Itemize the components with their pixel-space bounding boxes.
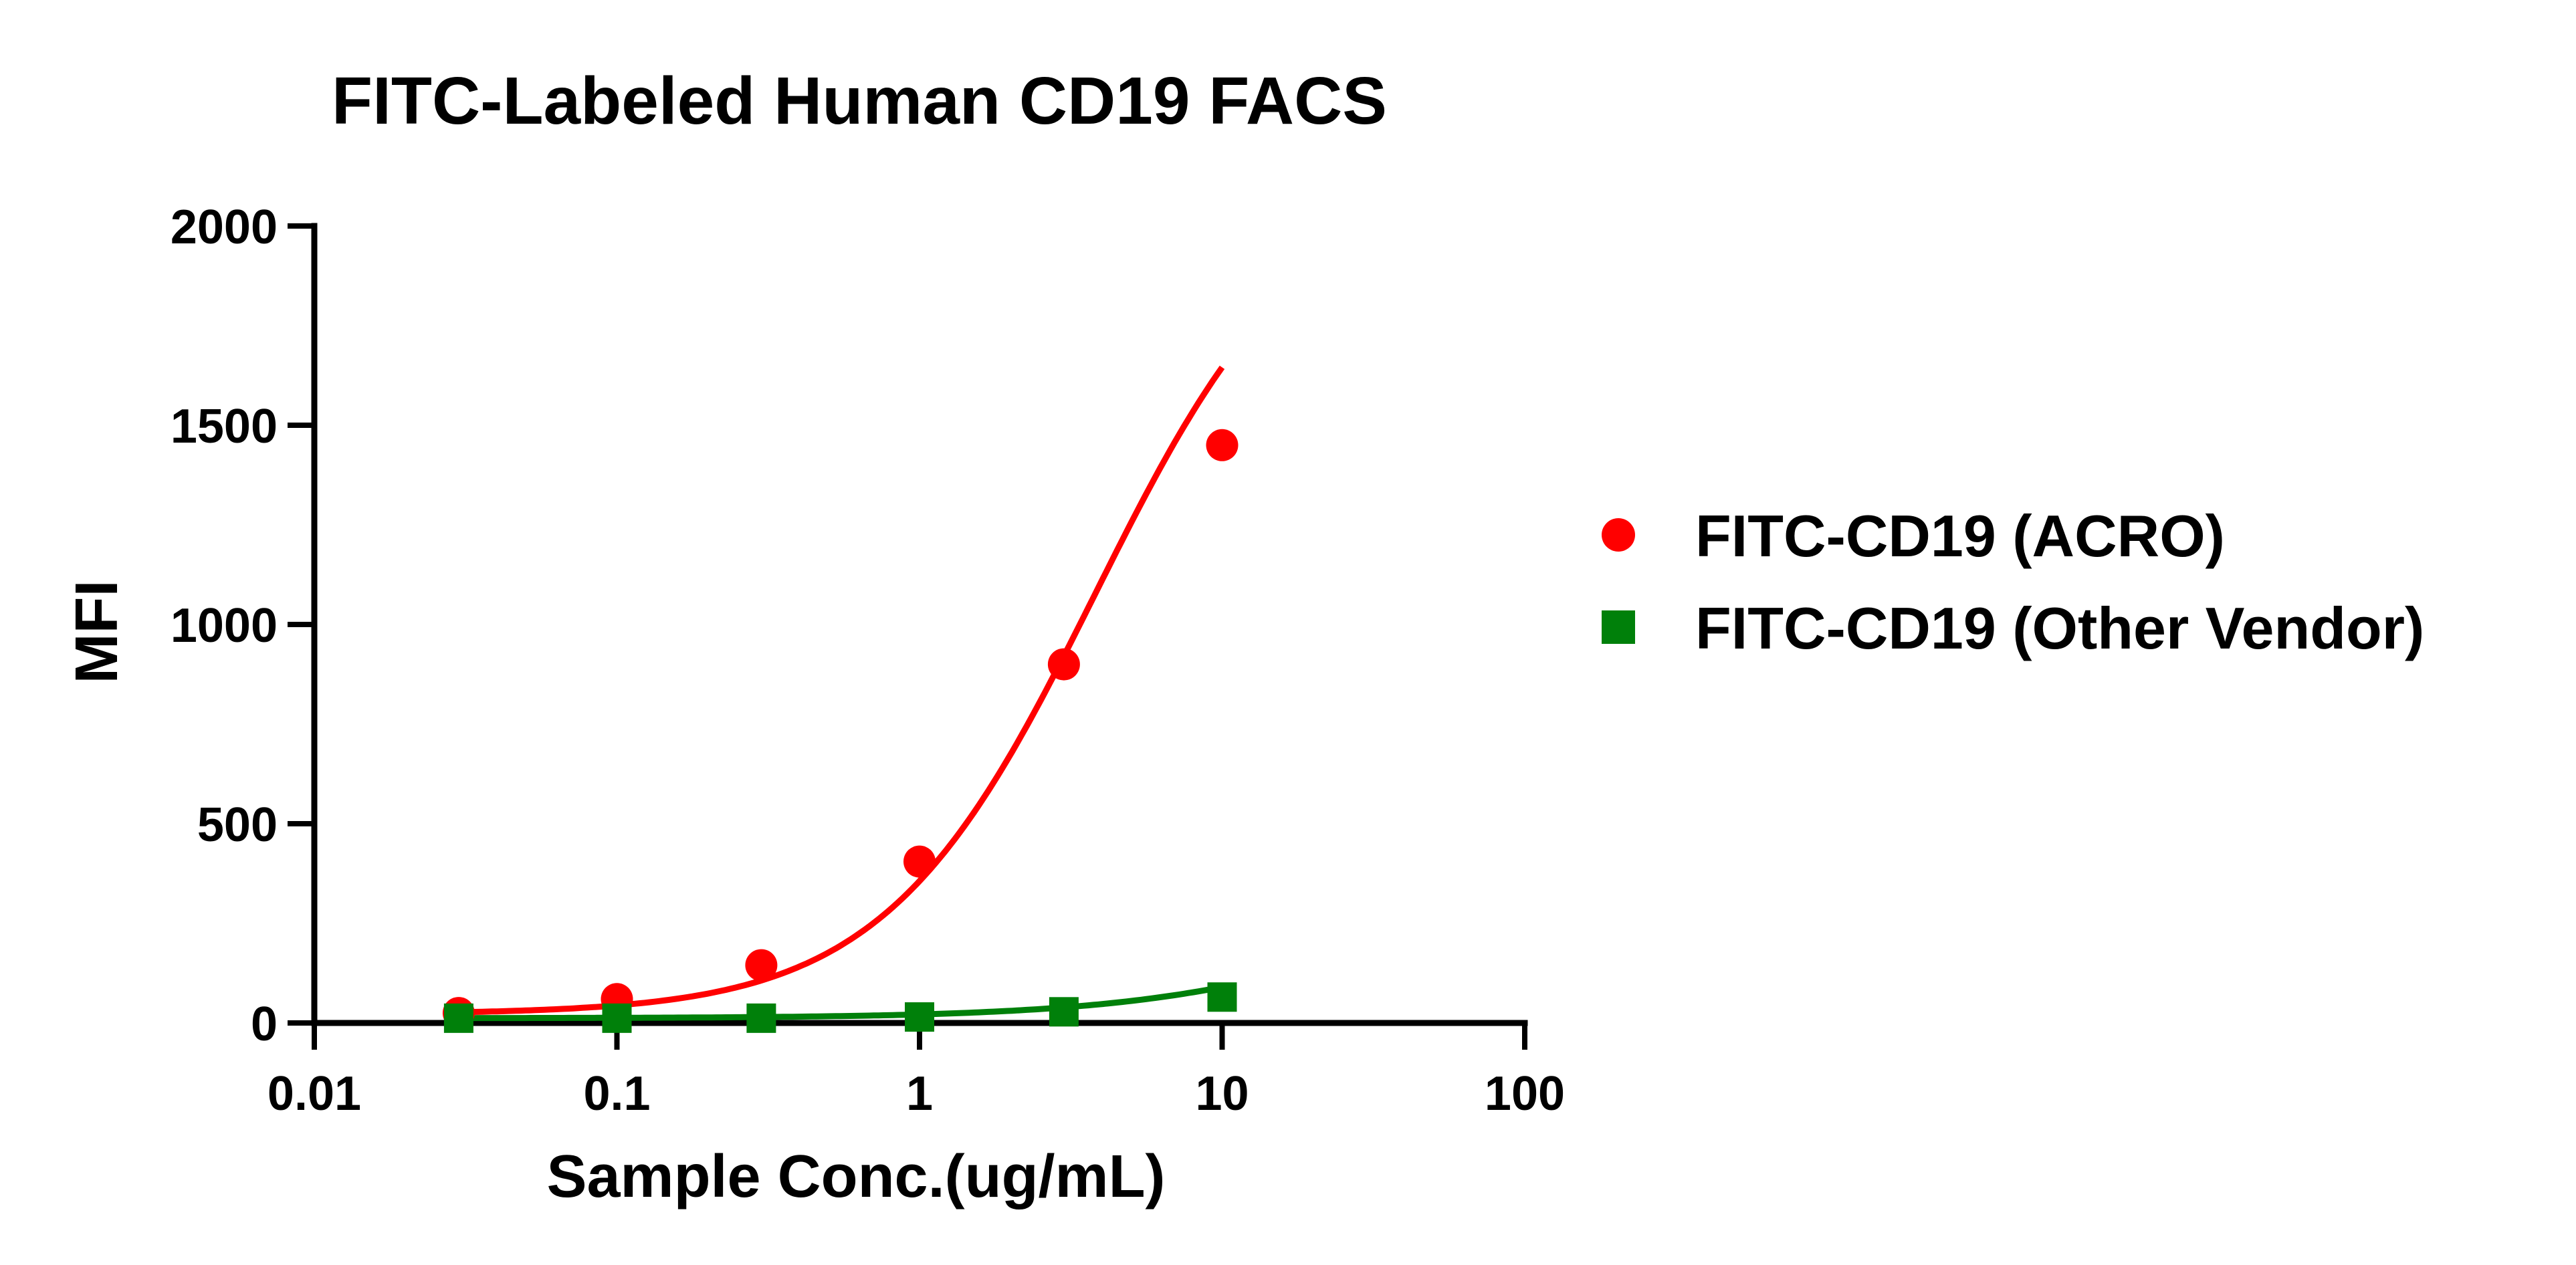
data-point-other-vendor bbox=[1049, 997, 1079, 1027]
x-tick-label: 1 bbox=[906, 1067, 933, 1121]
legend-label-other-vendor: FITC-CD19 (Other Vendor) bbox=[1695, 595, 2424, 661]
y-tick-label: 1000 bbox=[171, 599, 278, 653]
data-point-other-vendor bbox=[746, 1003, 776, 1033]
fit-curve-other-vendor bbox=[458, 984, 1223, 1022]
axes: 0 500 1000 1500 2000 0.01 0.1 1 10 100 bbox=[171, 201, 1565, 1121]
legend: FITC-CD19 (ACRO) FITC-CD19 (Other Vendor) bbox=[1602, 503, 2424, 661]
x-tick-label: 100 bbox=[1485, 1067, 1565, 1121]
legend-marker-other-vendor bbox=[1602, 610, 1635, 644]
data-point-acro bbox=[1206, 429, 1239, 461]
data-point-other-vendor bbox=[1207, 982, 1237, 1012]
y-tick-label: 500 bbox=[197, 798, 278, 852]
data-point-other-vendor bbox=[905, 1002, 934, 1032]
x-tick-label: 0.01 bbox=[267, 1067, 361, 1121]
y-tick-label: 2000 bbox=[171, 201, 278, 254]
data-point-acro bbox=[903, 845, 936, 878]
y-axis-label: MFI bbox=[64, 580, 130, 684]
y-tick-label: 1500 bbox=[171, 400, 278, 453]
data-point-acro bbox=[745, 949, 778, 982]
fit-curve-acro bbox=[458, 365, 1225, 1016]
legend-label-acro: FITC-CD19 (ACRO) bbox=[1695, 503, 2225, 569]
x-tick-label: 0.1 bbox=[583, 1067, 650, 1121]
x-tick-label: 10 bbox=[1195, 1067, 1249, 1121]
chart-title: FITC-Labeled Human CD19 FACS bbox=[332, 64, 1387, 138]
data-point-other-vendor bbox=[602, 1003, 632, 1033]
fit-curves bbox=[458, 365, 1225, 1022]
legend-marker-acro bbox=[1602, 518, 1635, 552]
data-points bbox=[442, 429, 1239, 1033]
y-tick-label: 0 bbox=[251, 998, 278, 1051]
data-point-acro bbox=[1047, 648, 1080, 681]
data-point-other-vendor bbox=[443, 1003, 473, 1033]
x-axis-label: Sample Conc.(ug/mL) bbox=[546, 1143, 1165, 1210]
